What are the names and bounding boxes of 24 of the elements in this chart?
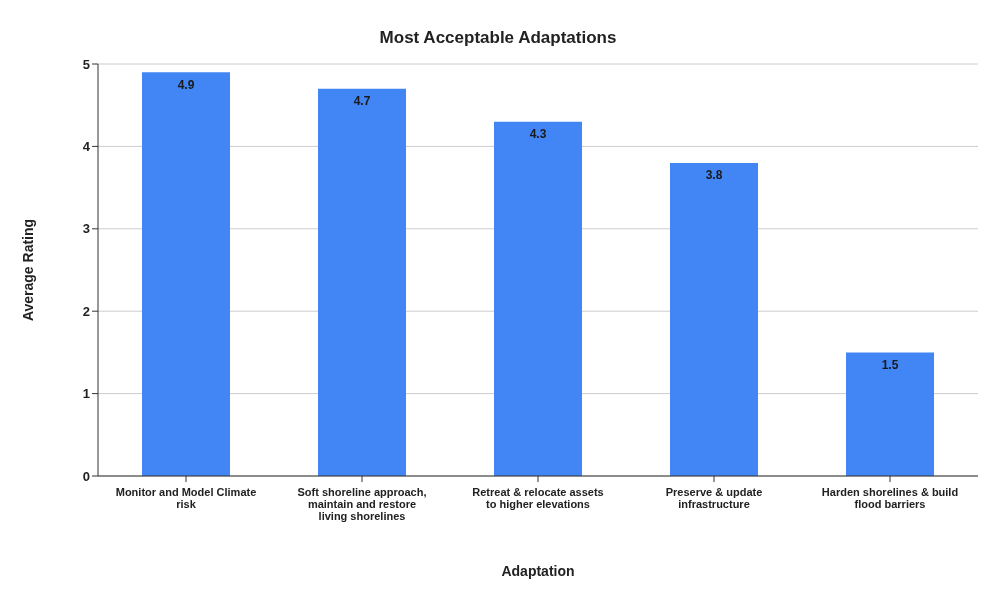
- y-tick-label: 0: [82, 468, 90, 484]
- x-tick-label: Soft shoreline approach, maintain and restore living shorelines: [297, 486, 427, 522]
- y-tick-label: 5: [82, 56, 90, 72]
- x-axis-title: Adaptation: [501, 563, 575, 579]
- y-tick-label: 3: [82, 221, 90, 237]
- data-label: 4.9: [177, 77, 195, 92]
- data-label: 3.8: [705, 168, 723, 183]
- bar: [846, 352, 934, 476]
- x-tick-label: Monitor and Model Climate risk: [115, 486, 257, 510]
- data-label: 4.7: [353, 94, 371, 109]
- y-tick-label: 1: [82, 386, 90, 402]
- chart-title: Most Acceptable Adaptations: [378, 28, 618, 49]
- bar: [142, 72, 230, 476]
- data-label: 1.5: [881, 357, 899, 372]
- x-tick-label: Retreat & relocate assets to higher elevations: [472, 486, 604, 510]
- bar: [494, 121, 582, 476]
- y-axis-title: Average Rating: [19, 218, 36, 322]
- bar: [670, 162, 758, 476]
- bar: [318, 88, 406, 476]
- x-tick-label: Preserve & update infrastructure: [665, 486, 763, 510]
- data-label: 4.3: [529, 127, 547, 142]
- y-tick-label: 2: [82, 303, 90, 319]
- y-tick-label: 4: [82, 139, 91, 155]
- x-tick-label: Harden shorelines & build flood barriers: [821, 486, 959, 510]
